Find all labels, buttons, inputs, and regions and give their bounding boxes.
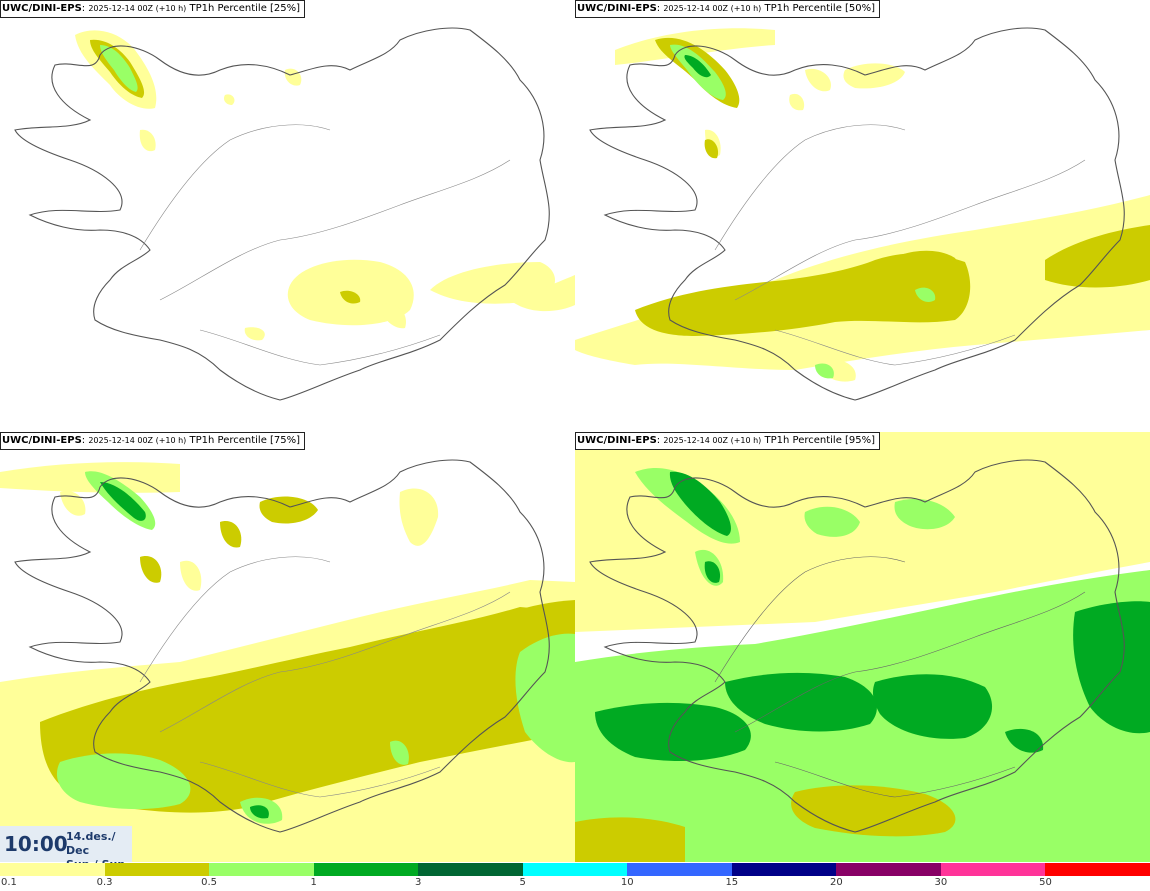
legend-tick: 10 xyxy=(620,877,634,888)
legend-swatch-10 xyxy=(1045,863,1150,876)
legend-swatch-4 xyxy=(418,863,523,876)
precip-layer-dark xyxy=(100,482,269,819)
legend-swatch-5 xyxy=(522,863,628,876)
legend-swatch-7 xyxy=(731,863,837,876)
precip-map xyxy=(575,27,1150,401)
legend-tick: 20 xyxy=(829,877,843,888)
legend-swatch-9 xyxy=(940,863,1046,876)
map-panel-50: UWC/DINI-EPS: 2025-12-14 00Z (+10 h) TP1… xyxy=(575,0,1150,430)
legend-swatch-1 xyxy=(104,863,210,876)
roads xyxy=(139,556,511,798)
legend-tick: 0.1 xyxy=(1,877,17,888)
forecast-time: 10:00 xyxy=(4,832,68,856)
panel-title: UWC/DINI-EPS: 2025-12-14 00Z (+10 h) TP1… xyxy=(0,0,306,18)
legend-swatch-6 xyxy=(627,863,732,876)
panel-title: UWC/DINI-EPS: 2025-12-14 00Z (+10 h) TP1… xyxy=(575,0,881,18)
coastline xyxy=(14,27,550,401)
legend-tick: 30 xyxy=(934,877,948,888)
legend-tick: 0.3 xyxy=(96,877,113,888)
panel-title: UWC/DINI-EPS: 2025-12-14 00Z (+10 h) TP1… xyxy=(0,432,306,450)
legend-tick: 50 xyxy=(1039,877,1052,888)
legend-tick: 5 xyxy=(519,877,526,888)
color-legend: 0.1 0.3 0.5 1 3 5 10 15 20 30 50 xyxy=(0,863,1150,891)
roads xyxy=(714,124,1086,366)
legend-tick: 1 xyxy=(310,877,317,888)
precip-map xyxy=(575,432,1150,862)
legend-swatch-2 xyxy=(209,863,314,876)
precip-map xyxy=(14,27,575,401)
precip-layer-dark xyxy=(684,55,711,78)
date-line-1: 14.des./ Dec xyxy=(66,830,116,857)
coastline xyxy=(589,27,1125,401)
precip-layer-dark xyxy=(595,471,1150,762)
map-panel-25: UWC/DINI-EPS: 2025-12-14 00Z (+10 h) TP1… xyxy=(0,0,575,430)
legend-tick: 15 xyxy=(725,877,739,888)
timestamp-box: 10:00 14.des./ Dec Sun./ Sun xyxy=(0,826,132,871)
precip-layer-high xyxy=(100,45,138,92)
roads xyxy=(139,124,511,366)
precip-layer xyxy=(75,30,575,341)
coastline xyxy=(589,459,1125,833)
map-panel-75: UWC/DINI-EPS: 2025-12-14 00Z (+10 h) TP1… xyxy=(0,432,575,862)
panel-title: UWC/DINI-EPS: 2025-12-14 00Z (+10 h) TP1… xyxy=(575,432,881,450)
legend-tick: 3 xyxy=(414,877,422,888)
legend-swatch-0 xyxy=(0,863,105,876)
coastline xyxy=(14,459,550,833)
legend-swatch-8 xyxy=(836,863,941,876)
legend-tick: 0.5 xyxy=(201,877,218,888)
precip-map xyxy=(0,459,575,862)
map-panel-95: UWC/DINI-EPS: 2025-12-14 00Z (+10 h) TP1… xyxy=(575,432,1150,862)
legend-swatch-3 xyxy=(313,863,419,876)
roads xyxy=(714,556,1086,798)
